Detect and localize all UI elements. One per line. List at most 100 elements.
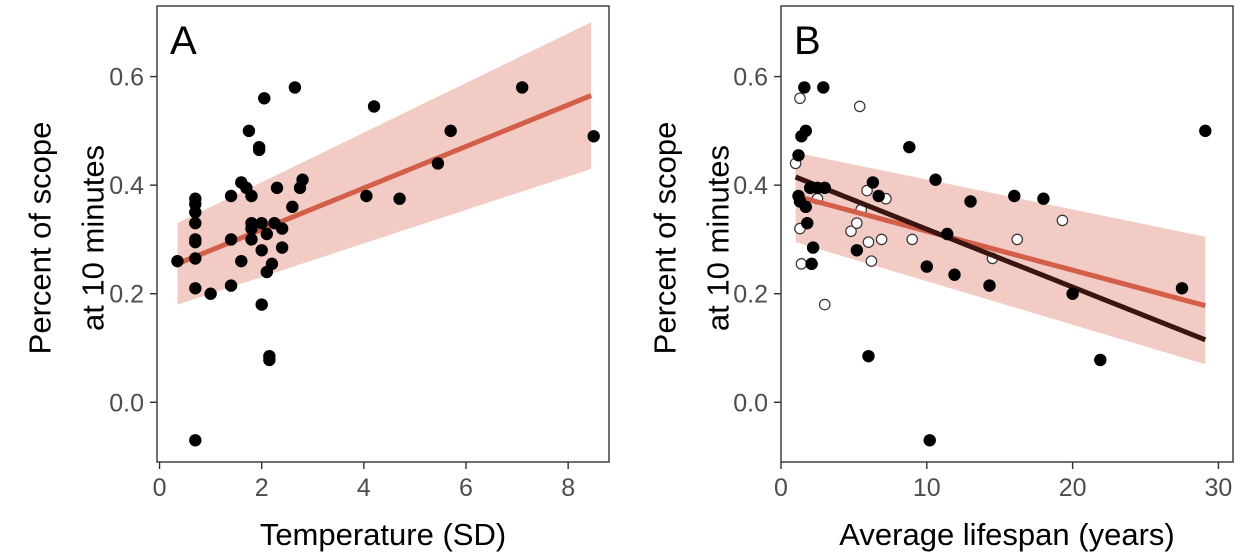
y-tick-label: 0.0 <box>109 389 144 417</box>
open-data-point <box>795 258 808 270</box>
y-axis-title-line-2: at 10 minutes <box>701 145 736 331</box>
fit-line-1 <box>794 193 1206 309</box>
data-point <box>204 287 217 300</box>
x-tick-label: 10 <box>913 474 941 502</box>
data-point <box>296 173 309 186</box>
panel-label: B <box>794 19 821 63</box>
data-point <box>983 279 996 292</box>
data-point <box>224 189 238 203</box>
data-point <box>189 252 202 265</box>
open-data-point <box>853 100 866 113</box>
data-point <box>260 227 274 241</box>
data-point <box>799 124 812 138</box>
data-point <box>806 241 820 254</box>
y-tick-label: 0.0 <box>733 389 768 417</box>
x-tick-label: 20 <box>1059 474 1087 502</box>
data-point <box>235 254 248 268</box>
data-point <box>948 268 961 281</box>
data-point <box>265 257 279 271</box>
open-data-point <box>845 225 857 238</box>
y-axis-title-line-2: at 10 minutes <box>76 145 111 331</box>
open-data-point <box>818 298 831 311</box>
panel-b: 0 10 20 30 0.0 0.2 0.4 0.6 B Average lifespan (ye… <box>648 5 1234 552</box>
data-point <box>1094 353 1107 367</box>
x-tick-label: 30 <box>1205 474 1233 502</box>
data-point <box>242 124 256 138</box>
data-point <box>255 216 268 230</box>
fit-line-1 <box>176 93 593 267</box>
y-tick-label: 0.2 <box>109 281 144 309</box>
y-axis-title-line-1: Percent of scope <box>648 122 683 355</box>
x-tick-label: 0 <box>153 474 167 502</box>
data-point <box>903 140 916 154</box>
data-point <box>275 241 289 254</box>
data-point <box>189 235 202 249</box>
data-point <box>798 81 811 94</box>
open-data-point <box>861 184 873 197</box>
data-point <box>171 254 184 268</box>
data-point <box>862 349 875 363</box>
data-point <box>286 200 299 214</box>
data-point <box>189 282 202 295</box>
data-point <box>799 200 812 214</box>
data-point <box>224 233 238 246</box>
data-point <box>515 81 529 94</box>
data-point <box>850 244 864 257</box>
data-point <box>245 189 258 203</box>
data-point <box>587 130 600 143</box>
data-point <box>367 100 381 113</box>
data-point <box>872 189 885 203</box>
data-point <box>929 173 942 186</box>
x-tick-label: 2 <box>255 474 269 502</box>
data-point <box>258 92 271 105</box>
y-tick-label: 0.2 <box>733 281 768 309</box>
data-point <box>805 257 818 271</box>
data-point <box>1066 287 1079 300</box>
x-tick-label: 0 <box>774 474 788 502</box>
data-point <box>941 227 954 241</box>
open-data-point <box>906 233 919 246</box>
y-tick-label: 0.6 <box>109 64 144 92</box>
data-point <box>817 81 830 94</box>
data-point <box>1008 189 1021 203</box>
open-data-point <box>862 236 875 248</box>
panel-a: 0 2 4 6 8 0.0 0.2 0.4 0.6 A Temperature (SD) Percen… <box>23 5 610 552</box>
data-point <box>866 176 880 189</box>
y-tick-label: 0.6 <box>733 64 768 92</box>
data-point <box>792 149 805 162</box>
x-tick-label: 6 <box>459 474 473 502</box>
y-axis-title-line-1: Percent of scope <box>23 122 58 355</box>
data-point <box>255 244 268 257</box>
data-point <box>189 216 202 230</box>
data-point <box>252 140 266 154</box>
data-point <box>245 222 258 235</box>
data-point <box>189 206 202 219</box>
data-point <box>255 298 268 311</box>
data-point <box>923 434 936 447</box>
open-data-point <box>1056 214 1069 227</box>
data-point <box>393 192 406 205</box>
data-point <box>263 353 276 367</box>
open-data-point <box>1011 233 1024 246</box>
x-axis-title: Temperature (SD) <box>260 517 506 552</box>
data-point <box>360 189 373 203</box>
data-point <box>224 279 238 292</box>
data-point <box>288 81 302 94</box>
open-data-point <box>865 255 878 267</box>
data-point <box>1037 192 1050 205</box>
open-data-point <box>851 217 863 229</box>
open-data-point <box>875 233 888 246</box>
fit-line-2 <box>794 174 1207 343</box>
panel-label: A <box>170 19 197 63</box>
data-point <box>964 195 977 208</box>
data-point <box>275 222 289 235</box>
data-point <box>270 181 284 195</box>
data-point <box>245 233 258 246</box>
x-tick-label: 8 <box>561 474 575 502</box>
data-point <box>1199 124 1212 138</box>
data-point <box>920 260 934 273</box>
data-point <box>1175 282 1189 295</box>
data-point <box>801 216 814 230</box>
data-point <box>444 124 457 138</box>
